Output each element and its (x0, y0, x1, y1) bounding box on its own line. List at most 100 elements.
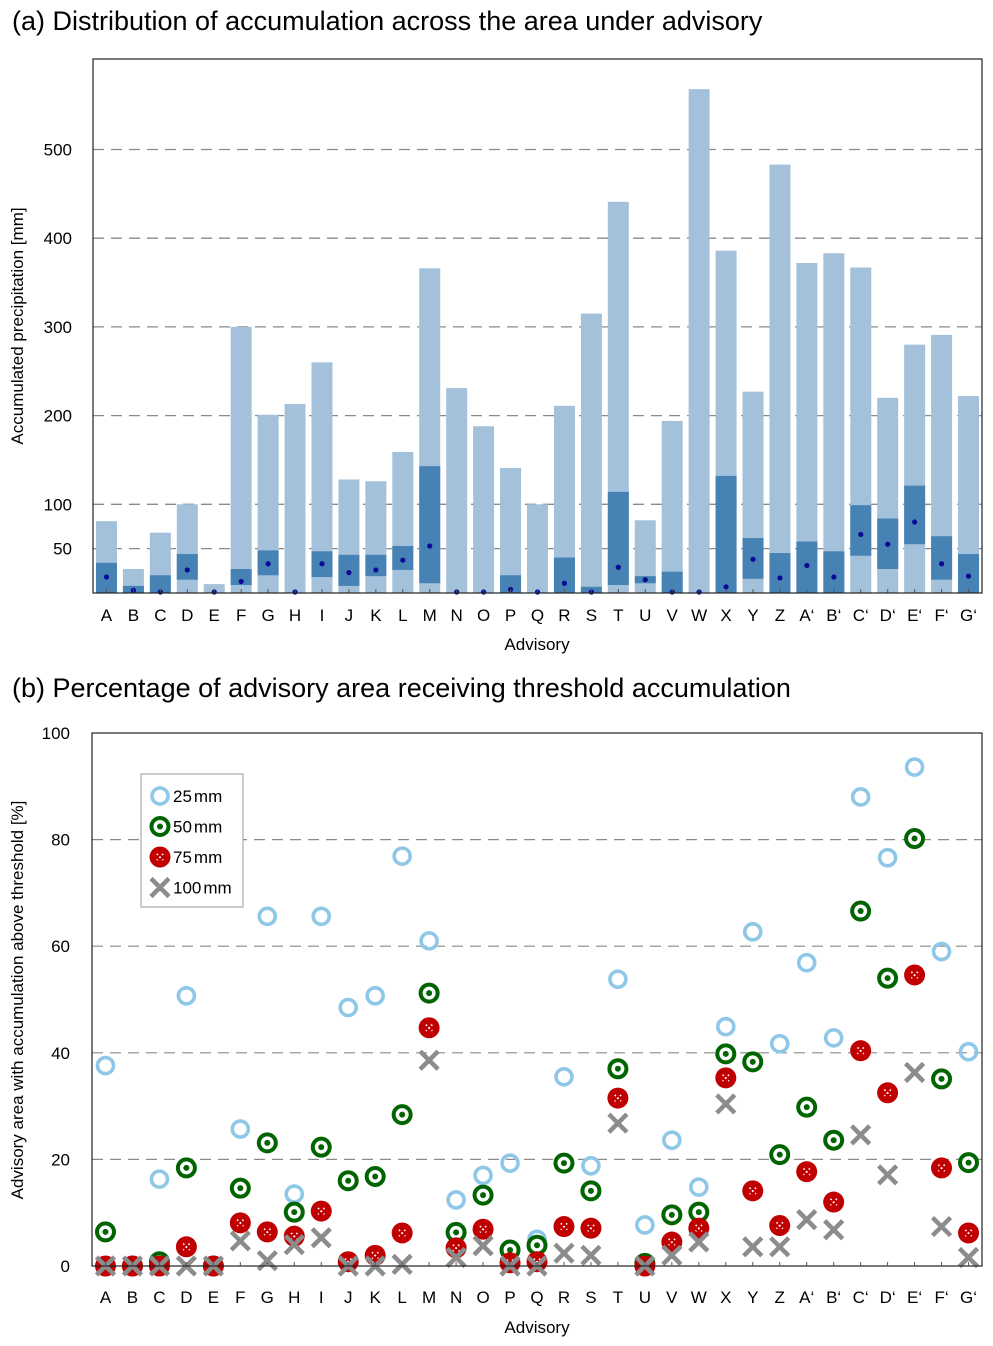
x-tick-label: L (398, 606, 407, 625)
panel-b-xlabel: Advisory (504, 1318, 570, 1337)
x-tick-label: C‘ (853, 1288, 869, 1307)
legend-item: 75 mm (149, 846, 222, 868)
bullseye-dot (507, 1247, 514, 1254)
circled-x-marker (553, 1216, 575, 1238)
ring-marker (742, 922, 763, 942)
range-bar (904, 485, 926, 545)
x-tick-label: I (319, 1288, 324, 1307)
x-marker (472, 1235, 494, 1257)
bullseye-marker (931, 1068, 953, 1090)
median-dot (831, 574, 837, 580)
x-tick-label: F‘ (934, 1288, 948, 1307)
bullseye-marker (310, 1136, 332, 1158)
bullseye-marker (526, 1234, 548, 1256)
x-marker (877, 1164, 899, 1186)
bullseye-dot (884, 975, 891, 982)
x-marker (256, 1250, 278, 1272)
circled-x-cross (317, 1207, 326, 1215)
ring-shape (581, 1155, 601, 1176)
x-cross (742, 1236, 764, 1258)
x-tick-label: O (476, 1288, 489, 1307)
max-bar (500, 467, 522, 593)
circled-x-marker (256, 1221, 278, 1243)
bullseye-dot (803, 1104, 810, 1111)
bullseye-dot (911, 835, 918, 842)
x-marker (661, 1244, 683, 1266)
panel-a-xticks: A B C D E F G H I J K L M N O P Q R S T U V W X Y Z A‘ B‘ C‘ D‘ E‘ F‘ G‘ (101, 606, 977, 625)
circled-x-cross (263, 1228, 272, 1236)
circled-x-marker (310, 1200, 332, 1222)
bullseye-dot (587, 1187, 594, 1194)
circled-x-cross (479, 1225, 487, 1233)
x-marker (229, 1230, 251, 1252)
ring-marker (931, 941, 952, 962)
x-tick-label: X (720, 606, 731, 625)
x-cross (418, 1049, 440, 1071)
x-tick-label: A (100, 1288, 112, 1307)
x-tick-label: P (504, 1288, 515, 1307)
bullseye-dot (264, 1139, 271, 1146)
x-tick-label: B (127, 1288, 138, 1307)
ring-marker (715, 1016, 736, 1037)
x-marker (283, 1234, 305, 1256)
bullseye-marker (337, 1170, 359, 1192)
x-tick-label: C (153, 1288, 165, 1307)
bullseye-marker (607, 1058, 629, 1080)
median-dot (319, 561, 325, 567)
panel-a-frame (92, 58, 983, 594)
x-cross (688, 1231, 710, 1253)
circled-x-marker (850, 1040, 872, 1062)
x-marker (823, 1219, 845, 1241)
bullseye-marker (553, 1152, 575, 1174)
ring-shape (796, 952, 817, 973)
legend-item: 50 mm (149, 816, 222, 837)
x-tick-label: N (450, 1288, 462, 1307)
x-cross (607, 1112, 629, 1134)
x-tick-label: D‘ (880, 1288, 896, 1307)
median-dot (777, 575, 783, 581)
range-bar (823, 551, 845, 593)
x-tick-label: E‘ (907, 606, 922, 625)
x-cross (553, 1242, 575, 1264)
ring-marker (419, 931, 439, 951)
ring-marker (500, 1153, 520, 1173)
ring-shape (715, 1016, 736, 1037)
circled-x-cross (829, 1198, 838, 1206)
x-tick-label: B‘ (826, 1288, 841, 1307)
range-bar (958, 553, 980, 593)
bullseye-dot (695, 1209, 702, 1216)
ring-marker (284, 1184, 305, 1204)
median-dot (103, 574, 110, 580)
series-100mm (94, 1049, 980, 1277)
range-bar (365, 554, 387, 577)
x-tick-label: E (209, 606, 220, 625)
median-dot (912, 519, 918, 525)
x-tick-label: G (261, 606, 274, 625)
ring-marker (635, 1215, 655, 1235)
circled-x-cross (236, 1219, 245, 1227)
x-tick-label: V (667, 606, 679, 625)
bullseye-marker (418, 982, 440, 1004)
x-tick-label: R (558, 606, 570, 625)
circled-x-marker (580, 1217, 602, 1239)
ring-shape (823, 1028, 844, 1048)
y-tick-label: 300 (44, 318, 72, 337)
ring-marker (689, 1177, 709, 1197)
bullseye-marker (823, 1129, 845, 1151)
max-bar (365, 481, 387, 593)
x-cross (229, 1230, 251, 1252)
x-tick-label: Q (530, 1288, 543, 1307)
bullseye-dot (372, 1173, 379, 1180)
ring-shape (176, 985, 197, 1006)
x-cross (796, 1209, 818, 1231)
median-dot (561, 580, 568, 586)
max-bar (284, 404, 306, 593)
panel-b-markers (94, 757, 980, 1277)
median-dot (238, 578, 244, 585)
ring-marker (877, 847, 898, 868)
circled-x-marker (526, 1251, 548, 1273)
circled-x-cross (344, 1257, 352, 1266)
bullseye-dot (830, 1137, 837, 1144)
range-bar (931, 536, 953, 580)
x-tick-label: G‘ (960, 1288, 977, 1307)
